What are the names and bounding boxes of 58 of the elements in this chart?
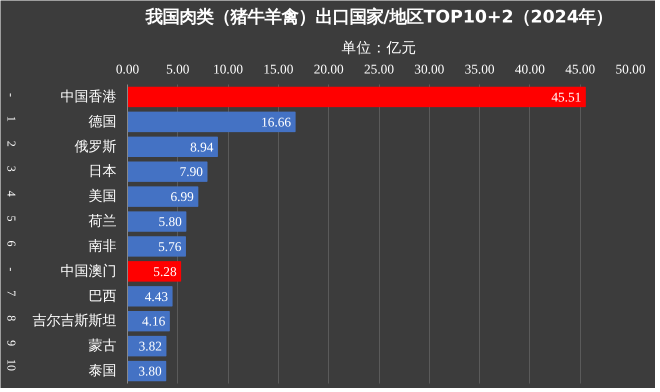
bar	[128, 136, 218, 158]
bar	[128, 310, 170, 332]
x-tick-label: 10.00	[213, 62, 244, 76]
text: 4	[4, 190, 18, 197]
data-label: 3.82	[138, 338, 162, 354]
bar	[128, 86, 586, 108]
x-tick-label: 25.00	[364, 62, 394, 76]
data-label: 16.66	[261, 114, 292, 130]
text: 8	[4, 315, 18, 322]
data-label: 4.43	[144, 288, 168, 304]
x-tick-label: 15.00	[263, 62, 294, 76]
y-tick-label: 荷兰	[88, 214, 116, 230]
text: 7	[4, 290, 18, 296]
bar	[128, 261, 182, 282]
bar	[128, 161, 208, 182]
text: 6	[4, 240, 18, 246]
bar	[128, 211, 186, 232]
data-label: 45.51	[551, 89, 582, 104]
text: 3	[4, 166, 18, 172]
y-tick-label: 日本	[88, 164, 116, 180]
data-label: 5.28	[153, 264, 177, 279]
y-tick-label: 中国香港	[60, 88, 116, 105]
data-label: 6.99	[170, 189, 194, 204]
bar	[128, 112, 296, 132]
text: 9	[4, 340, 18, 346]
x-tick-label: 35.00	[464, 62, 495, 76]
data-label: 4.16	[142, 314, 166, 329]
x-tick-label: 5.00	[166, 62, 190, 76]
data-label: 3.80	[138, 364, 162, 379]
x-tick-label: 40.00	[514, 62, 546, 76]
text: -	[4, 267, 18, 272]
y-tick-label: 德国	[88, 114, 116, 130]
chart-subtitle: 单位：亿元	[342, 40, 416, 56]
text: 1	[4, 116, 18, 122]
x-tick-label: 45.00	[565, 62, 596, 76]
text: 5	[4, 216, 18, 222]
bar	[128, 186, 198, 207]
bar	[128, 236, 186, 257]
x-tick-label: 50.00	[616, 62, 646, 76]
x-tick-label: 0.00	[116, 62, 140, 76]
y-tick-label: 吉尔吉斯斯坦	[32, 313, 116, 330]
y-tick-label: 巴西	[88, 288, 116, 304]
data-label: 8.94	[190, 139, 214, 154]
data-label: 5.76	[158, 238, 182, 254]
y-tick-label: 南非	[88, 238, 116, 254]
chart-title: 我国肉类（猪牛羊禽）出口国家/地区TOP10+2（2024年）	[144, 8, 613, 28]
y-tick-label: 蒙古	[88, 338, 116, 354]
x-tick-label: 30.00	[414, 62, 445, 76]
text: -	[4, 92, 18, 97]
y-tick-label: 泰国	[88, 363, 116, 380]
y-tick-label: 美国	[88, 188, 116, 205]
text: 2	[4, 140, 18, 147]
y-tick-label: 俄罗斯	[74, 138, 116, 155]
data-label: 5.80	[158, 214, 182, 230]
data-label: 7.90	[180, 164, 204, 180]
x-tick-label: 20.00	[314, 62, 344, 76]
text: 10	[4, 359, 18, 372]
y-tick-label: 中国澳门	[60, 263, 116, 280]
